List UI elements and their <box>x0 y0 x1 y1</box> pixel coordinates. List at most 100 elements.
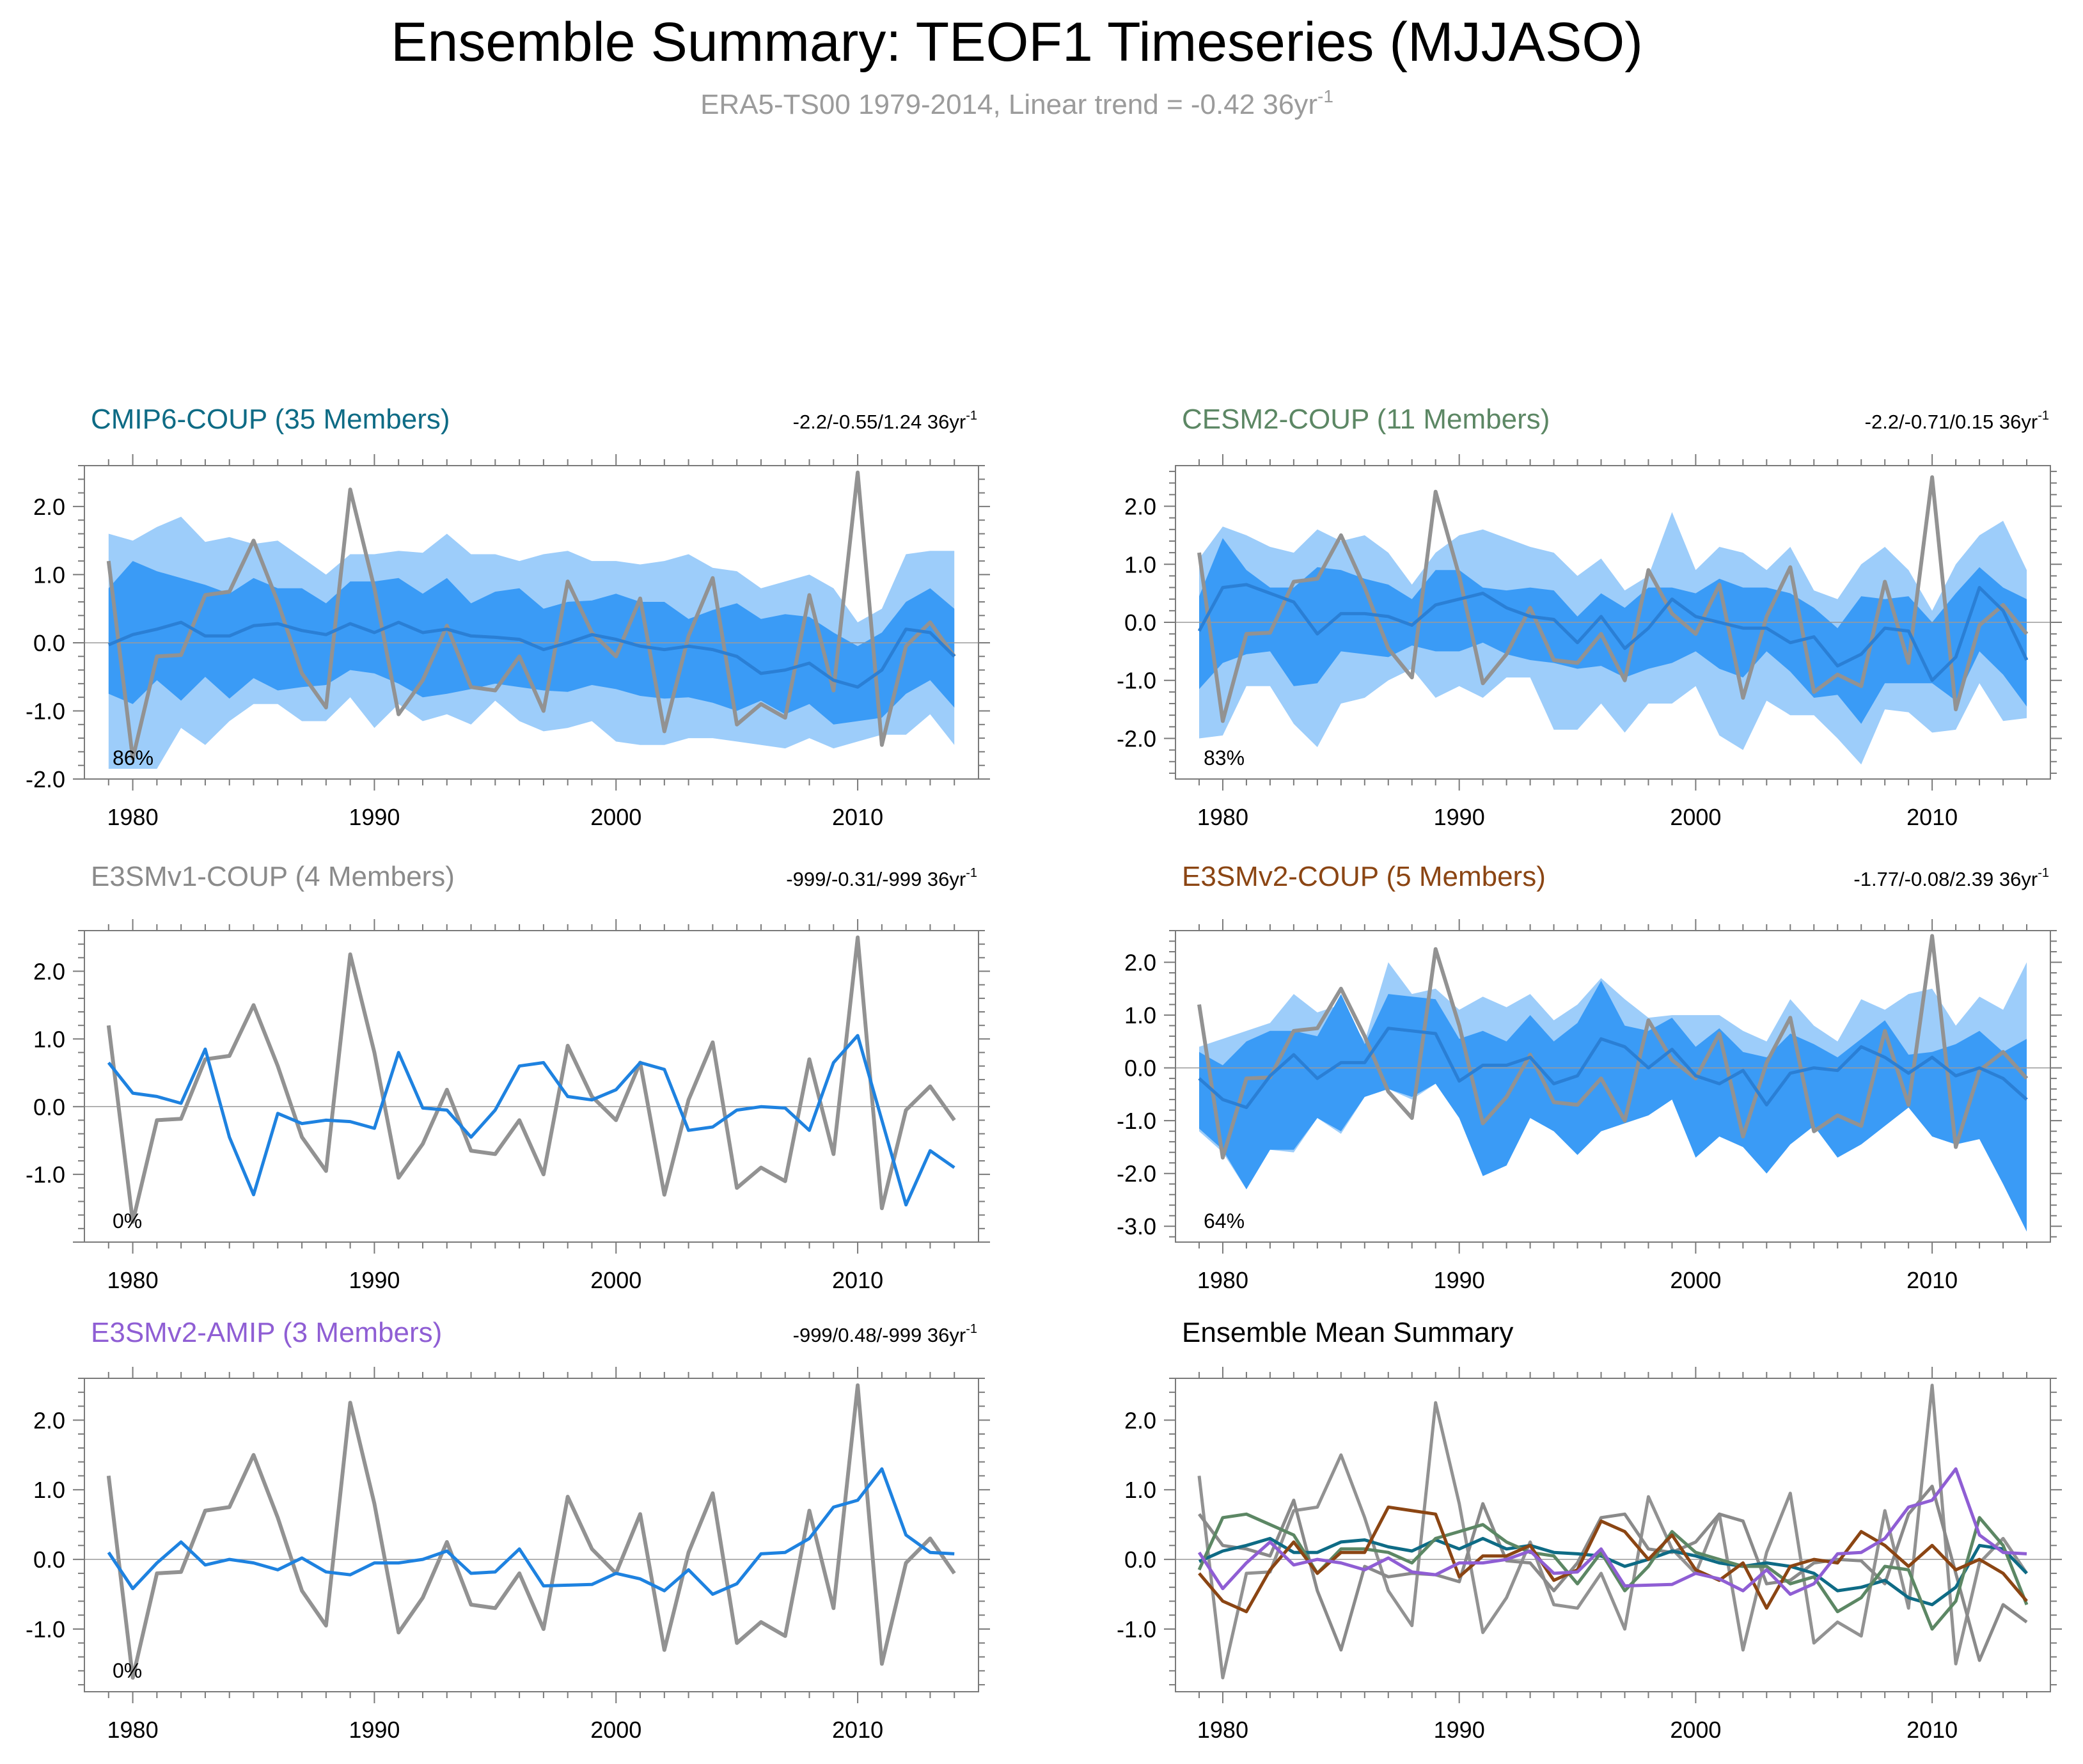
panel-cesm2: CESM2-COUP (11 Members) -2.2/-0.71/0.15 3… <box>1117 404 2062 830</box>
percent-annotation: 86% <box>113 746 153 769</box>
series-line-e3smv2-amip <box>1197 1467 2027 1596</box>
x-tick-label: 2010 <box>1906 804 1958 830</box>
y-tick-label: -1.0 <box>26 1162 65 1188</box>
y-tick-label: 1.0 <box>1124 551 1156 578</box>
series-line-cesm2-coup <box>1197 1512 2029 1631</box>
plot-area <box>1175 475 2050 765</box>
y-tick-label: 1.0 <box>33 562 65 588</box>
y-tick-label: 2.0 <box>1124 494 1156 520</box>
x-tick-label: 1990 <box>1434 1717 1485 1743</box>
x-tick-label: 1980 <box>1197 1717 1248 1743</box>
panel-e3smv1: E3SMv1-COUP (4 Members) -999/-0.31/-999 3… <box>26 861 990 1293</box>
y-tick-label: -1.0 <box>1117 1108 1156 1134</box>
y-tick-label: -3.0 <box>1117 1213 1156 1240</box>
trend-label: -1.77/-0.08/2.39 36yr-1 <box>1853 866 2049 890</box>
plot-frame <box>84 1378 979 1692</box>
y-tick-label: 2.0 <box>33 959 65 985</box>
obs-line <box>1197 934 2029 1160</box>
x-tick-label: 2010 <box>832 1717 883 1743</box>
plot-frame <box>1175 1378 2051 1692</box>
y-tick-label: 0.0 <box>33 630 65 656</box>
percent-annotation: 0% <box>113 1659 142 1682</box>
y-tick-label: 2.0 <box>1124 1407 1156 1433</box>
panel-e3smv2amip: E3SMv2-AMIP (3 Members) -999/0.48/-999 36… <box>26 1317 990 1743</box>
trend-text: -2.2/-0.55/1.24 36yr <box>793 411 966 433</box>
x-tick-label: 2000 <box>590 804 641 830</box>
panel-title: E3SMv2-COUP (5 Members) <box>1182 861 1546 892</box>
plot-area <box>84 935 979 1224</box>
x-tick-label: 2000 <box>590 1267 641 1293</box>
plot-frame <box>84 465 979 780</box>
panels-group: CMIP6-COUP (35 Members) -2.2/-0.55/1.24 3… <box>26 404 2062 1743</box>
obs-line <box>106 470 956 760</box>
y-tick-label: -1.0 <box>1117 668 1156 694</box>
y-tick-label: -1.0 <box>26 698 65 724</box>
x-tick-label: 2010 <box>1906 1717 1958 1743</box>
x-tick-label: 2010 <box>832 804 883 830</box>
series-line-e3smv1-coup <box>1198 1484 2028 1662</box>
x-tick-label: 1980 <box>1197 804 1248 830</box>
y-tick-label: -2.0 <box>26 766 65 792</box>
trend-text: -1.77/-0.08/2.39 36yr <box>1853 868 2038 890</box>
figure-subtitle-sup: -1 <box>1317 86 1333 106</box>
trend-sup: -1 <box>966 866 977 880</box>
obs-line <box>1197 475 2029 723</box>
x-tick-label: 1980 <box>107 804 159 830</box>
y-tick-label: 1.0 <box>1124 1477 1156 1503</box>
trend-sup: -1 <box>2038 409 2049 423</box>
x-tick-label: 2000 <box>1670 1717 1721 1743</box>
x-tick-label: 1990 <box>1434 1267 1485 1293</box>
trend-label: -999/0.48/-999 36yr-1 <box>793 1322 977 1346</box>
y-tick-label: 1.0 <box>33 1477 65 1503</box>
x-tick-label: 2000 <box>1670 804 1721 830</box>
x-tick-label: 2010 <box>1906 1267 1958 1293</box>
plot-area <box>1175 934 2050 1232</box>
y-tick-label: 0.0 <box>33 1547 65 1573</box>
y-tick-label: 0.0 <box>1124 1055 1156 1082</box>
x-tick-label: 1980 <box>107 1717 159 1743</box>
y-tick-label: 0.0 <box>1124 1547 1156 1573</box>
x-tick-label: 1980 <box>107 1267 159 1293</box>
plot-area <box>1175 1383 2050 1680</box>
panel-title: E3SMv2-AMIP (3 Members) <box>91 1317 442 1348</box>
spread-band-inner <box>1199 980 2027 1232</box>
y-tick-label: -1.0 <box>1117 1616 1156 1642</box>
x-tick-label: 1990 <box>349 1267 400 1293</box>
trend-text: -2.2/-0.71/0.15 36yr <box>1865 411 2038 433</box>
x-tick-label: 2010 <box>832 1267 883 1293</box>
y-tick-label: 1.0 <box>1124 1002 1156 1028</box>
panel-title: CMIP6-COUP (35 Members) <box>91 404 450 435</box>
ensemble-mean-line <box>107 620 955 689</box>
y-tick-label: 2.0 <box>33 494 65 520</box>
x-tick-label: 2000 <box>590 1717 641 1743</box>
figure-subtitle: ERA5-TS00 1979-2014, Linear trend = -0.4… <box>700 86 1333 120</box>
plot-frame <box>84 930 979 1243</box>
trend-text: -999/-0.31/-999 36yr <box>786 868 966 890</box>
y-tick-label: -2.0 <box>1117 725 1156 752</box>
panel-title: E3SMv1-COUP (4 Members) <box>91 861 455 892</box>
x-tick-label: 2000 <box>1670 1267 1721 1293</box>
plot-frame <box>1175 930 2051 1243</box>
trend-label: -999/-0.31/-999 36yr-1 <box>786 866 977 890</box>
ensemble-mean-line <box>1197 583 2029 682</box>
percent-annotation: 64% <box>1204 1209 1245 1232</box>
panel-summary: Ensemble Mean Summary -1.0 0.0 1.0 2.0 1980 19… <box>1117 1317 2062 1743</box>
y-tick-label: -1.0 <box>26 1616 65 1642</box>
panel-e3smv2coup: E3SMv2-COUP (5 Members) -1.77/-0.08/2.39 … <box>1117 861 2062 1293</box>
trend-label: -2.2/-0.55/1.24 36yr-1 <box>793 409 977 433</box>
figure-title: Ensemble Summary: TEOF1 Timeseries (MJJA… <box>391 12 1643 73</box>
y-tick-label: -2.0 <box>1117 1161 1156 1187</box>
plot-area <box>84 470 979 769</box>
figure-subtitle-text: ERA5-TS00 1979-2014, Linear trend = -0.4… <box>700 89 1317 120</box>
panel-cmip6: CMIP6-COUP (35 Members) -2.2/-0.55/1.24 3… <box>26 404 990 830</box>
x-tick-label: 1990 <box>349 1717 400 1743</box>
x-tick-label: 1980 <box>1197 1267 1248 1293</box>
plot-area <box>84 1383 979 1680</box>
panel-title: Ensemble Mean Summary <box>1182 1317 1513 1348</box>
percent-annotation: 83% <box>1204 746 1245 769</box>
model-line <box>107 1034 955 1207</box>
trend-sup: -1 <box>966 409 977 423</box>
obs-line <box>106 1383 956 1680</box>
trend-sup: -1 <box>966 1322 977 1336</box>
